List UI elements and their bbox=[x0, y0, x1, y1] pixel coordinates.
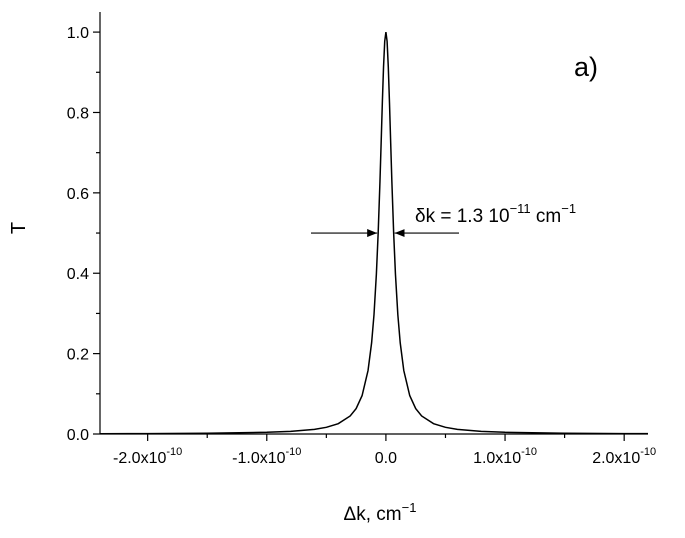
y-tick-label: 0.0 bbox=[67, 427, 89, 444]
y-tick-label: 0.6 bbox=[67, 186, 89, 203]
x-tick-label: 1.0x10-10 bbox=[473, 446, 537, 467]
x-tick-label: -1.0x10-10 bbox=[232, 446, 301, 467]
y-tick-label: 0.2 bbox=[67, 347, 89, 364]
y-axis-label: T bbox=[8, 222, 30, 234]
plot-frame bbox=[99, 12, 648, 435]
x-axis-label: Δk, cm−1 bbox=[344, 500, 417, 525]
x-tick-label: -2.0x10-10 bbox=[113, 446, 182, 467]
series-line bbox=[99, 32, 649, 435]
panel-label: a) bbox=[574, 52, 598, 82]
x-tick-label: 2.0x10-10 bbox=[592, 446, 656, 467]
x-axis-ticks: -2.0x10-10 -1.0x10-10 0.0 1.0x10-10 2.0x10-1… bbox=[113, 434, 656, 467]
y-tick-label: 1.0 bbox=[67, 25, 89, 42]
y-axis-ticks: 0.0 0.2 0.4 0.6 0.8 1.0 bbox=[67, 25, 100, 444]
annotation-text: δk = 1.3 10−11 cm−1 bbox=[415, 201, 576, 227]
x-tick-label: 0.0 bbox=[375, 450, 397, 467]
y-tick-label: 0.8 bbox=[67, 105, 89, 122]
y-tick-label: 0.4 bbox=[67, 266, 89, 283]
